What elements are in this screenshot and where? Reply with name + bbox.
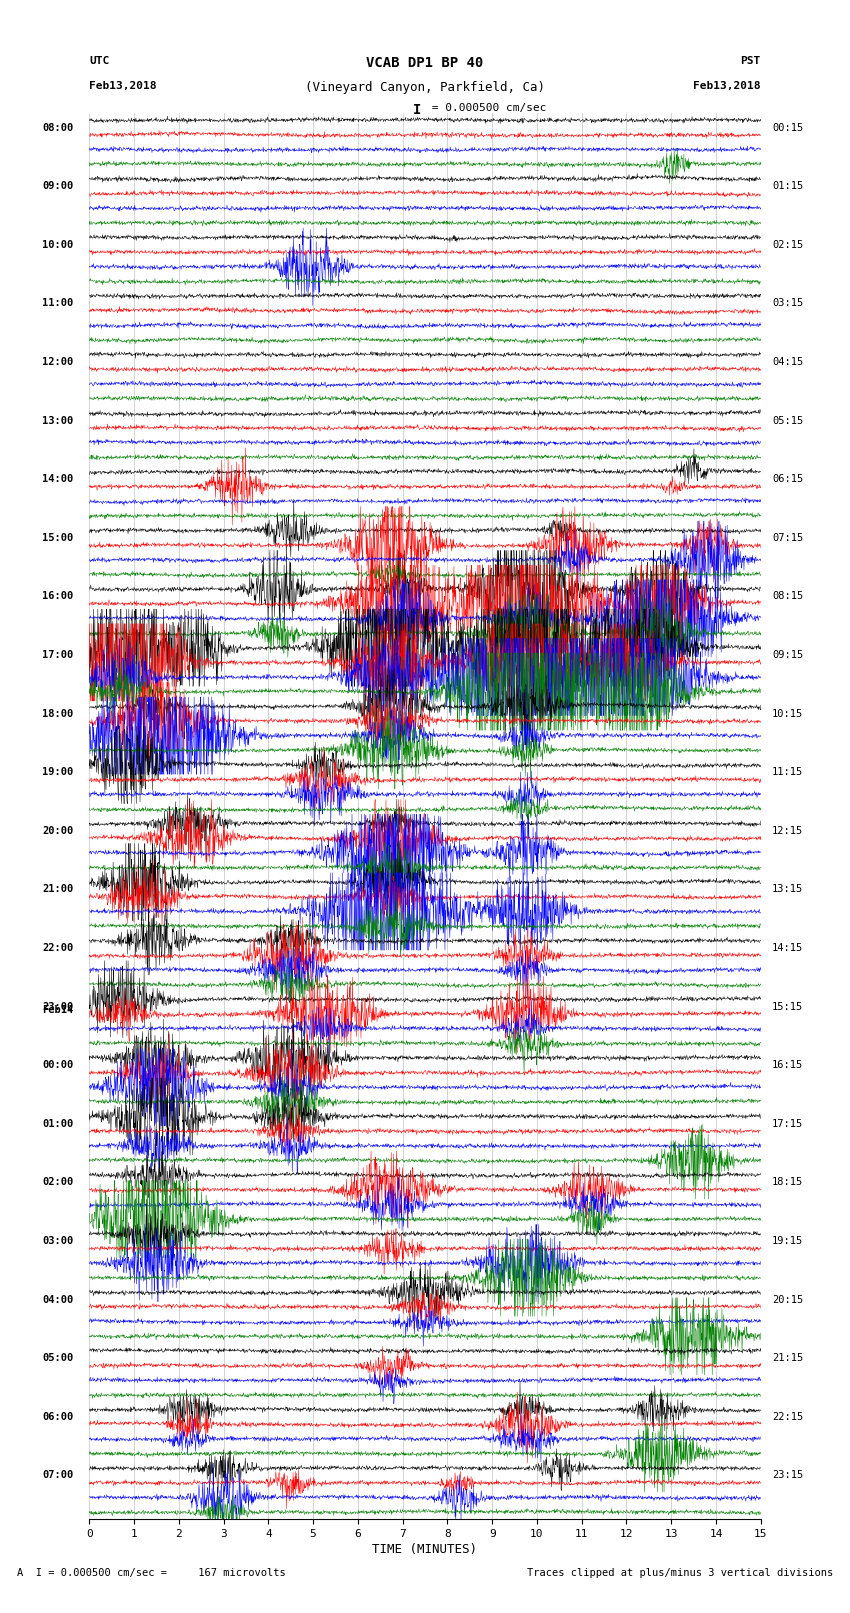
- Text: Feb13,2018: Feb13,2018: [89, 81, 156, 90]
- Text: 02:00: 02:00: [42, 1177, 74, 1187]
- Text: 08:00: 08:00: [42, 123, 74, 132]
- Text: 14:15: 14:15: [772, 944, 803, 953]
- Text: 22:15: 22:15: [772, 1411, 803, 1423]
- Text: 08:15: 08:15: [772, 592, 803, 602]
- Text: 06:00: 06:00: [42, 1411, 74, 1423]
- Text: 03:00: 03:00: [42, 1236, 74, 1247]
- Text: 16:00: 16:00: [42, 592, 74, 602]
- Text: 11:15: 11:15: [772, 768, 803, 777]
- Text: 03:15: 03:15: [772, 298, 803, 308]
- Text: 15:00: 15:00: [42, 532, 74, 544]
- Text: 15:15: 15:15: [772, 1002, 803, 1011]
- Text: 10:00: 10:00: [42, 240, 74, 250]
- Text: 20:00: 20:00: [42, 826, 74, 836]
- Text: 19:15: 19:15: [772, 1236, 803, 1247]
- Text: 07:00: 07:00: [42, 1471, 74, 1481]
- Text: VCAB DP1 BP 40: VCAB DP1 BP 40: [366, 56, 484, 71]
- Text: 05:15: 05:15: [772, 416, 803, 426]
- Text: 04:00: 04:00: [42, 1295, 74, 1305]
- Text: 00:00: 00:00: [42, 1060, 74, 1071]
- Text: 01:15: 01:15: [772, 181, 803, 192]
- Text: 12:15: 12:15: [772, 826, 803, 836]
- Text: UTC: UTC: [89, 56, 110, 66]
- Text: PST: PST: [740, 56, 761, 66]
- Text: 07:15: 07:15: [772, 532, 803, 544]
- Text: 19:00: 19:00: [42, 768, 74, 777]
- Text: 00:15: 00:15: [772, 123, 803, 132]
- Text: 20:15: 20:15: [772, 1295, 803, 1305]
- Text: 05:00: 05:00: [42, 1353, 74, 1363]
- Text: 06:15: 06:15: [772, 474, 803, 484]
- Text: 01:00: 01:00: [42, 1119, 74, 1129]
- Text: 18:15: 18:15: [772, 1177, 803, 1187]
- Text: 13:15: 13:15: [772, 884, 803, 895]
- Text: 13:00: 13:00: [42, 416, 74, 426]
- Text: 11:00: 11:00: [42, 298, 74, 308]
- Text: 12:00: 12:00: [42, 356, 74, 368]
- Text: 23:15: 23:15: [772, 1471, 803, 1481]
- Text: 16:15: 16:15: [772, 1060, 803, 1071]
- Text: A  I = 0.000500 cm/sec =     167 microvolts: A I = 0.000500 cm/sec = 167 microvolts: [17, 1568, 286, 1578]
- Text: Feb13,2018: Feb13,2018: [694, 81, 761, 90]
- Text: Traces clipped at plus/minus 3 vertical divisions: Traces clipped at plus/minus 3 vertical …: [527, 1568, 833, 1578]
- Text: 09:00: 09:00: [42, 181, 74, 192]
- X-axis label: TIME (MINUTES): TIME (MINUTES): [372, 1544, 478, 1557]
- Text: 21:00: 21:00: [42, 884, 74, 895]
- Text: I: I: [412, 103, 421, 118]
- Text: 23:00: 23:00: [42, 1002, 74, 1011]
- Text: Feb14: Feb14: [42, 1005, 74, 1015]
- Text: 22:00: 22:00: [42, 944, 74, 953]
- Text: 09:15: 09:15: [772, 650, 803, 660]
- Text: 02:15: 02:15: [772, 240, 803, 250]
- Text: 14:00: 14:00: [42, 474, 74, 484]
- Text: 10:15: 10:15: [772, 708, 803, 719]
- Text: 17:00: 17:00: [42, 650, 74, 660]
- Text: 04:15: 04:15: [772, 356, 803, 368]
- Text: 18:00: 18:00: [42, 708, 74, 719]
- Text: 21:15: 21:15: [772, 1353, 803, 1363]
- Text: = 0.000500 cm/sec: = 0.000500 cm/sec: [425, 103, 547, 113]
- Text: (Vineyard Canyon, Parkfield, Ca): (Vineyard Canyon, Parkfield, Ca): [305, 81, 545, 94]
- Text: 17:15: 17:15: [772, 1119, 803, 1129]
